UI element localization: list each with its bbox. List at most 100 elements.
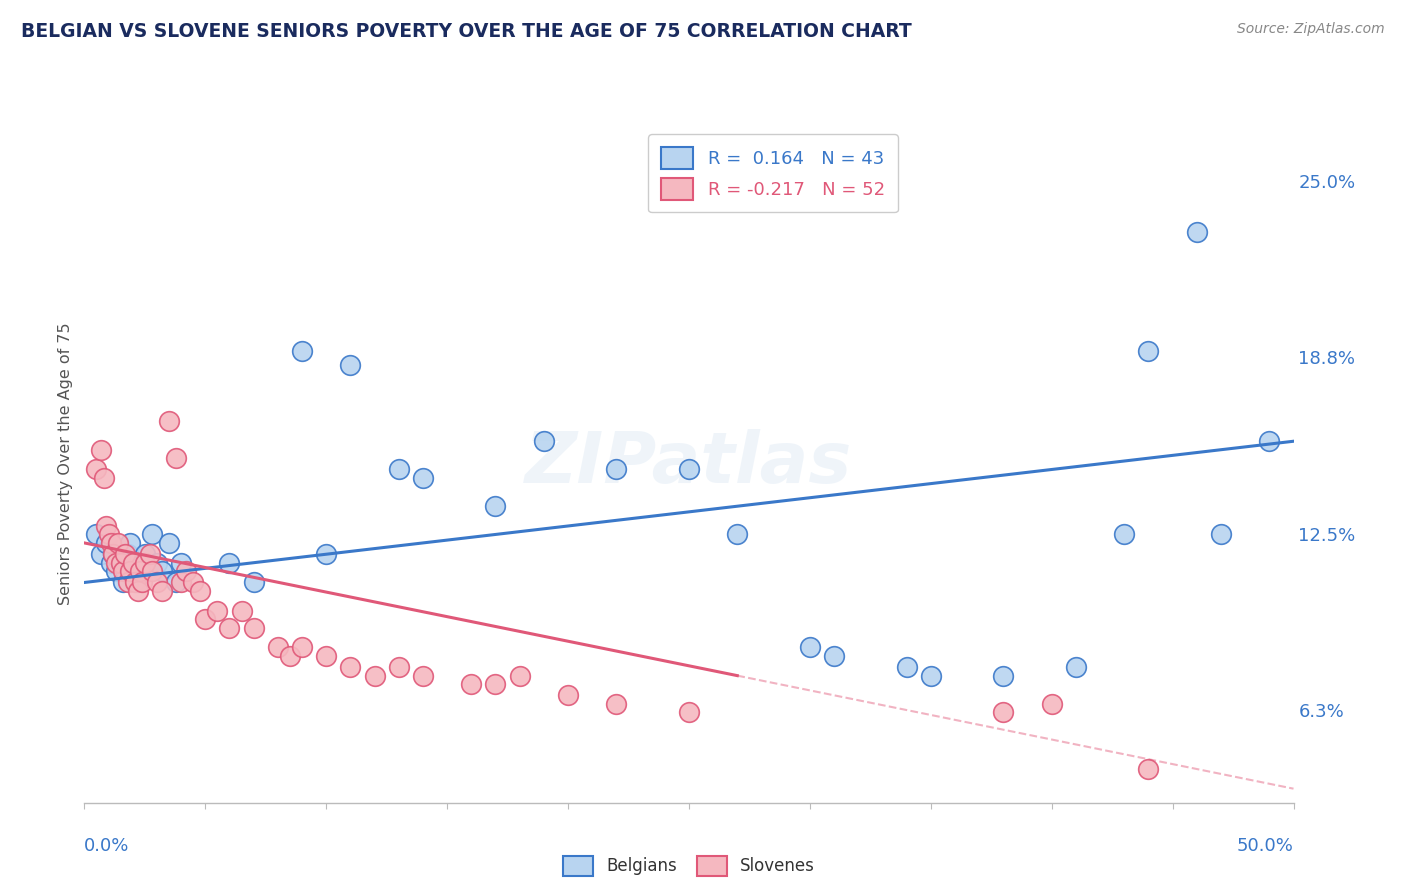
Point	[1064, 660, 1087, 674]
Point	[120, 536, 142, 550]
Point	[207, 604, 229, 618]
Point	[127, 575, 149, 590]
Text: ZIPatlas: ZIPatlas	[526, 429, 852, 499]
Point	[107, 536, 129, 550]
Point	[104, 556, 127, 570]
Point	[1137, 343, 1160, 358]
Text: 50.0%: 50.0%	[1237, 837, 1294, 855]
Text: 0.0%: 0.0%	[84, 837, 129, 855]
Point	[138, 547, 160, 561]
Text: BELGIAN VS SLOVENE SENIORS POVERTY OVER THE AGE OF 75 CORRELATION CHART: BELGIAN VS SLOVENE SENIORS POVERTY OVER …	[21, 22, 912, 41]
Point	[141, 564, 163, 578]
Point	[170, 556, 193, 570]
Point	[110, 556, 132, 570]
Point	[1258, 434, 1281, 449]
Point	[117, 575, 139, 590]
Point	[146, 575, 169, 590]
Point	[117, 547, 139, 561]
Point	[678, 706, 700, 720]
Point	[100, 556, 122, 570]
Point	[93, 471, 115, 485]
Point	[231, 604, 253, 618]
Point	[339, 358, 361, 372]
Point	[557, 689, 579, 703]
Point	[112, 575, 135, 590]
Point	[174, 564, 197, 578]
Point	[110, 556, 132, 570]
Point	[823, 648, 845, 663]
Point	[1209, 527, 1232, 541]
Point	[165, 575, 187, 590]
Point	[112, 564, 135, 578]
Point	[242, 621, 264, 635]
Point	[90, 547, 112, 561]
Point	[127, 584, 149, 599]
Point	[1137, 762, 1160, 776]
Point	[993, 706, 1015, 720]
Point	[124, 575, 146, 590]
Point	[291, 343, 314, 358]
Point	[129, 564, 152, 578]
Y-axis label: Seniors Poverty Over the Age of 75: Seniors Poverty Over the Age of 75	[58, 323, 73, 605]
Point	[315, 648, 337, 663]
Point	[114, 564, 136, 578]
Point	[605, 697, 627, 711]
Text: Source: ZipAtlas.com: Source: ZipAtlas.com	[1237, 22, 1385, 37]
Point	[165, 451, 187, 466]
Point	[181, 575, 204, 590]
Point	[97, 527, 120, 541]
Point	[278, 648, 301, 663]
Point	[104, 564, 127, 578]
Point	[120, 564, 142, 578]
Point	[896, 660, 918, 674]
Point	[86, 527, 108, 541]
Point	[1040, 697, 1063, 711]
Point	[605, 462, 627, 476]
Point	[725, 527, 748, 541]
Point	[678, 462, 700, 476]
Point	[460, 677, 482, 691]
Point	[141, 527, 163, 541]
Point	[157, 415, 180, 429]
Point	[339, 660, 361, 674]
Point	[412, 669, 434, 683]
Point	[509, 669, 531, 683]
Point	[484, 500, 506, 514]
Point	[993, 669, 1015, 683]
Point	[363, 669, 385, 683]
Point	[291, 640, 314, 655]
Point	[134, 556, 156, 570]
Point	[533, 434, 555, 449]
Point	[170, 575, 193, 590]
Point	[146, 556, 169, 570]
Point	[121, 556, 143, 570]
Point	[194, 612, 217, 626]
Point	[131, 575, 153, 590]
Legend: Belgians, Slovenes: Belgians, Slovenes	[557, 849, 821, 882]
Point	[90, 442, 112, 457]
Point	[100, 536, 122, 550]
Point	[388, 660, 411, 674]
Point	[218, 556, 240, 570]
Point	[150, 564, 173, 578]
Point	[315, 547, 337, 561]
Point	[242, 575, 264, 590]
Point	[150, 584, 173, 599]
Point	[103, 547, 125, 561]
Point	[1114, 527, 1136, 541]
Point	[1185, 225, 1208, 239]
Point	[920, 669, 942, 683]
Point	[190, 584, 212, 599]
Point	[484, 677, 506, 691]
Point	[94, 519, 117, 533]
Point	[86, 462, 108, 476]
Point	[388, 462, 411, 476]
Point	[134, 547, 156, 561]
Point	[412, 471, 434, 485]
Point	[218, 621, 240, 635]
Point	[121, 556, 143, 570]
Point	[799, 640, 821, 655]
Point	[267, 640, 290, 655]
Point	[103, 547, 125, 561]
Point	[94, 536, 117, 550]
